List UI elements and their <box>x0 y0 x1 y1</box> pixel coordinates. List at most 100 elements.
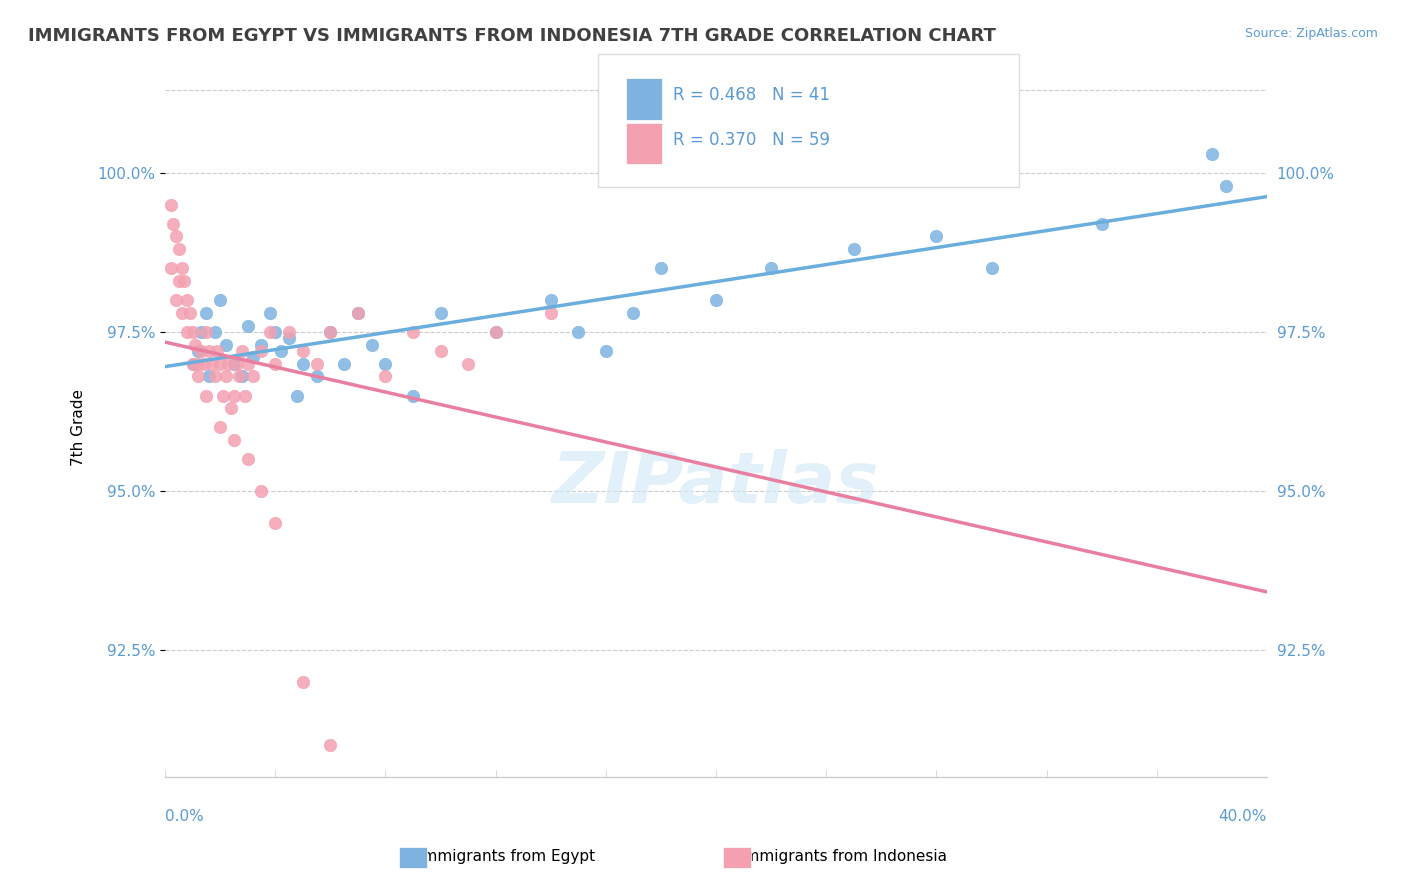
Point <box>595 344 617 359</box>
Point <box>195 325 218 339</box>
Point <box>179 306 201 320</box>
Point <box>204 325 226 339</box>
Point <box>347 306 370 320</box>
Point <box>305 357 328 371</box>
Point <box>165 229 187 244</box>
Point <box>198 369 221 384</box>
Text: 0.0%: 0.0% <box>165 809 204 824</box>
Point <box>159 197 181 211</box>
Point <box>170 306 193 320</box>
Point <box>319 739 342 753</box>
Text: R = 0.468   N = 41: R = 0.468 N = 41 <box>673 87 831 104</box>
Point <box>215 369 238 384</box>
Point <box>250 483 273 498</box>
Point <box>540 293 562 307</box>
Point <box>176 325 198 339</box>
Point <box>215 337 238 351</box>
Point <box>212 388 235 402</box>
Point <box>165 293 187 307</box>
Point <box>264 516 287 530</box>
Text: R = 0.370   N = 59: R = 0.370 N = 59 <box>673 131 831 149</box>
Point <box>236 318 259 333</box>
Point <box>190 344 212 359</box>
Point <box>485 325 508 339</box>
Point <box>201 357 224 371</box>
Point <box>842 242 865 256</box>
Point <box>485 325 508 339</box>
Point <box>193 357 215 371</box>
Point <box>402 388 425 402</box>
Point <box>540 306 562 320</box>
Point <box>198 344 221 359</box>
Point <box>567 325 589 339</box>
Point <box>264 357 287 371</box>
Point <box>176 293 198 307</box>
Point <box>285 388 308 402</box>
Point <box>209 420 232 434</box>
Point <box>759 261 782 276</box>
Point <box>222 388 245 402</box>
Point <box>231 344 253 359</box>
Point <box>305 369 328 384</box>
Point <box>181 357 204 371</box>
Point <box>429 344 451 359</box>
Point <box>264 325 287 339</box>
Point <box>259 306 281 320</box>
Point <box>195 306 218 320</box>
Point <box>222 433 245 447</box>
Point <box>402 325 425 339</box>
Point <box>319 325 342 339</box>
Text: Immigrants from Indonesia: Immigrants from Indonesia <box>740 849 948 863</box>
Point <box>233 388 256 402</box>
Point <box>195 388 218 402</box>
Point <box>162 217 184 231</box>
Point <box>374 369 396 384</box>
Point <box>319 325 342 339</box>
Point <box>291 344 314 359</box>
Point <box>184 337 207 351</box>
Point <box>159 261 181 276</box>
Point <box>374 357 396 371</box>
Y-axis label: 7th Grade: 7th Grade <box>72 389 86 466</box>
Point <box>360 337 382 351</box>
Point <box>623 306 645 320</box>
Text: Immigrants from Egypt: Immigrants from Egypt <box>418 849 595 863</box>
Point <box>278 325 301 339</box>
Point <box>259 325 281 339</box>
Point <box>231 369 253 384</box>
Text: IMMIGRANTS FROM EGYPT VS IMMIGRANTS FROM INDONESIA 7TH GRADE CORRELATION CHART: IMMIGRANTS FROM EGYPT VS IMMIGRANTS FROM… <box>28 27 995 45</box>
Point <box>270 344 292 359</box>
Point <box>167 274 190 288</box>
Point <box>980 261 1002 276</box>
Point <box>217 357 239 371</box>
Point <box>187 369 209 384</box>
Point <box>187 344 209 359</box>
Point <box>236 357 259 371</box>
Point <box>250 344 273 359</box>
Point <box>170 261 193 276</box>
Text: ZIPatlas: ZIPatlas <box>553 449 880 518</box>
Point <box>1215 178 1237 193</box>
Point <box>207 344 229 359</box>
Point <box>167 242 190 256</box>
Point <box>209 357 232 371</box>
Point <box>190 325 212 339</box>
Point <box>925 229 948 244</box>
Point <box>347 306 370 320</box>
Point <box>228 369 250 384</box>
Point <box>333 357 356 371</box>
Point <box>242 351 264 365</box>
Point <box>187 357 209 371</box>
Point <box>225 357 247 371</box>
Point <box>209 293 232 307</box>
Point <box>181 325 204 339</box>
Point <box>650 261 672 276</box>
Point <box>236 452 259 467</box>
Point <box>173 274 195 288</box>
Point <box>242 369 264 384</box>
Point <box>704 293 727 307</box>
Point <box>181 357 204 371</box>
Point <box>219 401 242 416</box>
Point <box>1091 217 1114 231</box>
Point <box>278 331 301 345</box>
